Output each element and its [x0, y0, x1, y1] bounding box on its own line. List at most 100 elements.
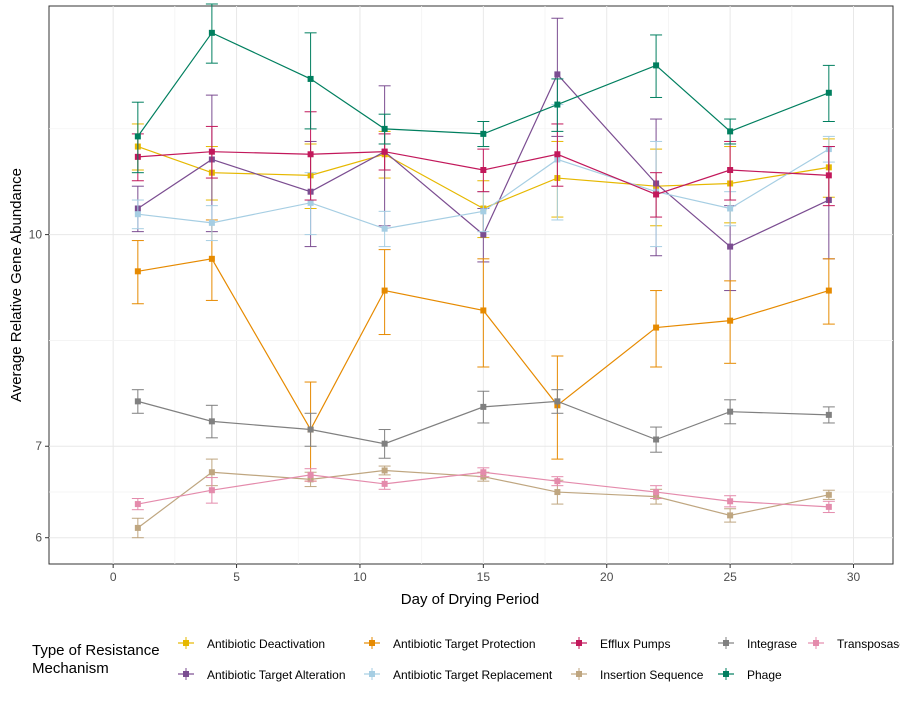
data-point — [727, 167, 734, 174]
data-point — [727, 408, 734, 415]
legend-title-line-2: Mechanism — [32, 660, 109, 677]
series-integrase — [131, 389, 835, 459]
legend-key-marker — [813, 640, 819, 646]
legend-label: Antibiotic Target Protection — [393, 637, 536, 651]
data-point — [381, 440, 388, 447]
data-point — [825, 287, 832, 294]
data-point — [653, 436, 660, 443]
data-point — [727, 243, 734, 250]
data-point — [480, 167, 487, 174]
data-point — [208, 469, 215, 476]
data-point — [208, 219, 215, 226]
legend-key-marker — [576, 640, 582, 646]
legend-key-marker — [723, 671, 729, 677]
series-layer — [131, 3, 835, 539]
data-point — [554, 151, 561, 158]
data-point — [208, 29, 215, 36]
series-phage — [131, 3, 835, 174]
data-point — [480, 307, 487, 314]
data-point — [134, 501, 141, 508]
legend-item-phage: Phage — [718, 668, 782, 682]
data-point — [554, 478, 561, 485]
x-tick-label: 30 — [847, 570, 861, 584]
x-tick-label: 25 — [723, 570, 737, 584]
grid-layer — [49, 6, 893, 564]
data-point — [825, 503, 832, 510]
x-axis-title: Day of Drying Period — [401, 591, 539, 608]
data-point — [727, 498, 734, 505]
x-tick-label: 10 — [353, 570, 367, 584]
legend-key-marker — [723, 640, 729, 646]
series-transposase — [131, 467, 835, 514]
legend-key-marker — [369, 640, 375, 646]
axis-layer: 0 5 10 15 20 25 30 6 7 10 — [29, 228, 861, 584]
legend-key-marker — [576, 671, 582, 677]
data-point — [554, 398, 561, 405]
legend: Antibiotic Deactivation Antibiotic Target… — [178, 637, 900, 682]
data-point — [554, 71, 561, 78]
plot-panel — [48, 5, 894, 565]
x-tick-label: 5 — [233, 570, 240, 584]
data-point — [653, 191, 660, 198]
legend-key-marker — [183, 671, 189, 677]
data-point — [825, 411, 832, 418]
legend-item-efflux-pumps: Efflux Pumps — [571, 637, 670, 651]
data-point — [381, 287, 388, 294]
data-point — [825, 89, 832, 96]
y-tick-label: 7 — [35, 439, 42, 453]
data-point — [208, 148, 215, 155]
data-point — [727, 205, 734, 212]
data-point — [653, 324, 660, 331]
data-point — [381, 467, 388, 474]
data-point — [307, 426, 314, 433]
legend-label: Insertion Sequence — [600, 668, 704, 682]
legend-item-antibiotic-target-alteration: Antibiotic Target Alteration — [178, 668, 346, 682]
legend-item-antibiotic-target-protection: Antibiotic Target Protection — [364, 637, 536, 651]
data-point — [134, 398, 141, 405]
y-tick-label: 6 — [35, 531, 42, 545]
legend-item-integrase: Integrase — [718, 637, 797, 651]
data-point — [825, 172, 832, 179]
x-tick-label: 15 — [477, 570, 491, 584]
legend-label: Transposase — [837, 637, 900, 651]
data-point — [480, 231, 487, 238]
legend-item-antibiotic-target-replacement: Antibiotic Target Replacement — [364, 668, 553, 682]
data-point — [653, 62, 660, 69]
x-tick-label: 20 — [600, 570, 614, 584]
legend-item-insertion-sequence: Insertion Sequence — [571, 668, 704, 682]
data-point — [825, 491, 832, 498]
legend-item-transposase: Transposase — [808, 637, 900, 651]
legend-key-marker — [369, 671, 375, 677]
legend-label: Antibiotic Target Replacement — [393, 668, 553, 682]
data-point — [307, 471, 314, 478]
data-point — [480, 208, 487, 215]
data-point — [208, 418, 215, 425]
data-point — [134, 133, 141, 140]
data-point — [208, 487, 215, 494]
data-point — [134, 211, 141, 218]
data-point — [134, 268, 141, 275]
y-tick-label: 10 — [29, 228, 43, 242]
data-point — [381, 125, 388, 132]
legend-label: Efflux Pumps — [600, 637, 670, 651]
legend-key-marker — [183, 640, 189, 646]
data-point — [307, 151, 314, 158]
data-point — [727, 128, 734, 135]
legend-label: Antibiotic Target Alteration — [207, 668, 346, 682]
data-point — [554, 101, 561, 108]
legend-label: Phage — [747, 668, 782, 682]
data-point — [480, 469, 487, 476]
data-point — [307, 75, 314, 82]
data-point — [208, 255, 215, 262]
data-point — [727, 317, 734, 324]
data-point — [653, 489, 660, 496]
x-tick-label: 0 — [110, 570, 117, 584]
legend-label: Antibiotic Deactivation — [207, 637, 325, 651]
legend-item-antibiotic-deactivation: Antibiotic Deactivation — [178, 637, 325, 651]
data-point — [381, 225, 388, 232]
data-point — [727, 512, 734, 519]
data-point — [381, 148, 388, 155]
data-point — [480, 403, 487, 410]
